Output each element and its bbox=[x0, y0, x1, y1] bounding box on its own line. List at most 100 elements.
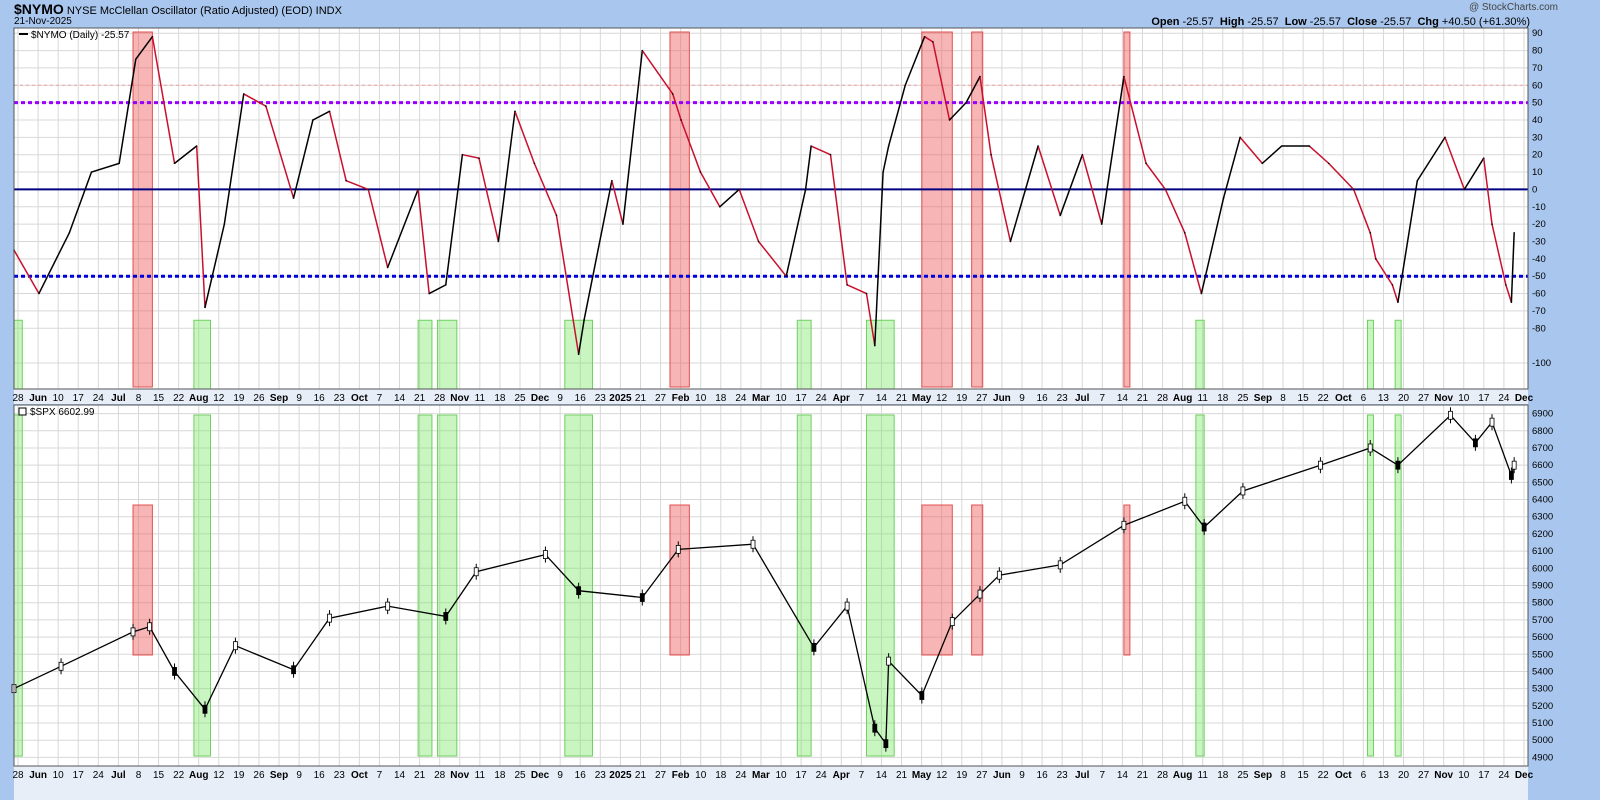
green-band-top bbox=[193, 319, 212, 390]
x-tick-label-top: 10 bbox=[53, 393, 65, 404]
x-tick-label-top: 22 bbox=[173, 393, 185, 404]
green-band-top bbox=[1394, 319, 1402, 390]
nymo-point bbox=[923, 35, 926, 38]
nymo-line-segment bbox=[1123, 76, 1147, 164]
nymo-point bbox=[846, 284, 848, 286]
nymo-line-segment bbox=[611, 180, 624, 225]
x-tick-label-top: 28 bbox=[1157, 393, 1169, 404]
x-tick-label-top: 28 bbox=[434, 393, 446, 404]
x-tick-label-bottom: 17 bbox=[1478, 770, 1490, 781]
nymo-point bbox=[1327, 162, 1330, 165]
x-tick-label-bottom: 25 bbox=[514, 770, 526, 781]
x-tick-label-top: 24 bbox=[735, 393, 747, 404]
nymo-line-segment bbox=[577, 319, 585, 355]
green-band-bottom bbox=[436, 414, 458, 757]
nymo-point bbox=[577, 353, 580, 356]
nymo-ytick-label: 30 bbox=[1532, 132, 1543, 143]
spx-candle bbox=[949, 617, 955, 626]
x-tick-label-top: Mar bbox=[752, 393, 770, 404]
nymo-line-segment bbox=[979, 76, 992, 155]
x-tick-label-top: 23 bbox=[595, 393, 607, 404]
x-tick-label-top: 16 bbox=[314, 393, 326, 404]
nymo-ytick-label: 10 bbox=[1532, 167, 1543, 178]
x-tick-label-bottom: 22 bbox=[173, 770, 185, 781]
spx-ytick-label: 6900 bbox=[1532, 409, 1553, 420]
nymo-line-segment bbox=[497, 111, 516, 242]
nymo-line-segment bbox=[13, 249, 40, 294]
nymo-line-segment bbox=[1444, 137, 1466, 190]
nymo-line-segment bbox=[292, 119, 314, 199]
x-tick-label-bottom: 24 bbox=[1498, 770, 1510, 781]
x-tick-label-top: 21 bbox=[896, 393, 908, 404]
nymo-point bbox=[1491, 223, 1493, 225]
nymo-point bbox=[1222, 197, 1225, 199]
x-tick-label-bottom: Apr bbox=[833, 770, 850, 781]
nymo-line-segment bbox=[680, 119, 702, 173]
nymo-point bbox=[134, 58, 137, 61]
x-tick-label-top: 11 bbox=[475, 393, 486, 404]
x-tick-label-top: 27 bbox=[1418, 393, 1430, 404]
nymo-point bbox=[428, 292, 430, 295]
spx-ytick-label: 6600 bbox=[1532, 460, 1553, 471]
x-tick-label-top: Dec bbox=[531, 393, 550, 404]
nymo-point bbox=[497, 240, 500, 243]
x-tick-label-bottom: 7 bbox=[1100, 770, 1106, 781]
x-tick-label-top: 27 bbox=[976, 393, 988, 404]
spx-candle bbox=[1489, 417, 1495, 427]
x-tick-label-bottom: 21 bbox=[1137, 770, 1149, 781]
nymo-point bbox=[514, 110, 516, 113]
nymo-line-segment bbox=[672, 93, 682, 121]
nymo-line-segment bbox=[1164, 189, 1186, 234]
x-tick-label-top: 2025 bbox=[609, 393, 632, 404]
spx-ytick-label: 5900 bbox=[1532, 581, 1553, 592]
x-tick-label-top: 26 bbox=[253, 393, 265, 404]
green-band-top bbox=[796, 319, 812, 390]
high-label: High bbox=[1219, 16, 1245, 28]
red-band-bottom bbox=[971, 504, 984, 656]
spx-candle bbox=[886, 656, 892, 666]
nymo-ytick-label: 90 bbox=[1532, 28, 1543, 39]
x-tick-label-bottom: 20 bbox=[1398, 770, 1410, 781]
nymo-line-segment bbox=[478, 157, 500, 242]
nymo-point bbox=[265, 105, 267, 107]
nymo-line-segment bbox=[1059, 154, 1084, 216]
nymo-line-segment bbox=[1308, 145, 1330, 164]
x-tick-label-top: 15 bbox=[153, 393, 165, 404]
nymo-ytick-label: -100 bbox=[1532, 358, 1551, 369]
nymo-line-segment bbox=[1505, 284, 1513, 303]
nymo-line-segment bbox=[1145, 162, 1167, 190]
nymo-line-segment bbox=[204, 223, 226, 308]
x-tick-label-bottom: 7 bbox=[377, 770, 383, 781]
nymo-line-segment bbox=[38, 232, 71, 294]
x-tick-label-bottom: Feb bbox=[672, 770, 690, 781]
nymo-ytick-label: -80 bbox=[1532, 323, 1546, 334]
x-tick-label-bottom: 24 bbox=[816, 770, 828, 781]
x-tick-label-top: Oct bbox=[1335, 393, 1352, 404]
x-tick-label-bottom: Aug bbox=[189, 770, 208, 781]
green-band-bottom bbox=[13, 414, 23, 757]
nymo-point bbox=[1037, 145, 1039, 147]
nymo-line-segment bbox=[135, 36, 153, 60]
x-tick-label-top: 11 bbox=[1198, 393, 1209, 404]
x-tick-label-bottom: Mar bbox=[752, 770, 770, 781]
x-tick-label-bottom: 11 bbox=[1198, 770, 1209, 781]
x-tick-label-bottom: 23 bbox=[334, 770, 346, 781]
nymo-line-segment bbox=[990, 154, 1012, 242]
nymo-line-segment bbox=[719, 188, 740, 208]
spx-ytick-label: 5000 bbox=[1532, 735, 1553, 746]
x-tick-label-top: 17 bbox=[73, 393, 85, 404]
spx-candle bbox=[291, 665, 296, 675]
x-tick-label-bottom: 9 bbox=[557, 770, 563, 781]
spx-ytick-label: 4900 bbox=[1532, 752, 1553, 763]
nymo-point bbox=[904, 84, 907, 87]
spx-candle bbox=[750, 539, 756, 549]
x-tick-label-bottom: Jun bbox=[993, 770, 1011, 781]
nymo-point bbox=[417, 188, 419, 191]
nymo-point bbox=[1513, 231, 1515, 234]
x-tick-label-bottom: 6 bbox=[1361, 770, 1367, 781]
x-tick-label-top: 19 bbox=[956, 393, 968, 404]
nymo-line-segment bbox=[757, 241, 787, 277]
chg-label: Chg bbox=[1417, 16, 1439, 28]
spx-candle bbox=[1318, 460, 1323, 470]
